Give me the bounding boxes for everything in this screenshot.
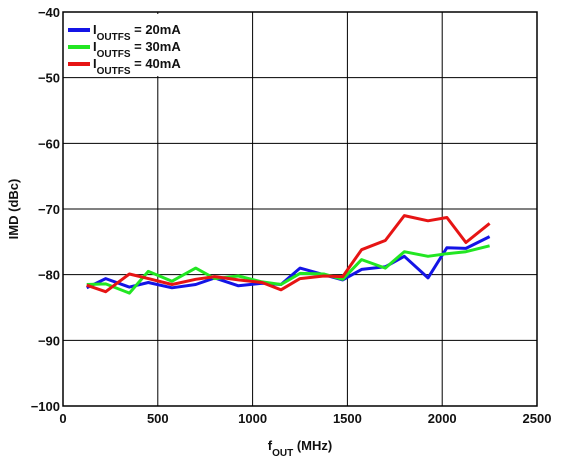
x-tick-label: 500 [147,411,169,426]
legend-label-2: IOUTFS = 30mA [93,39,181,60]
y-tick-label: −50 [38,71,60,86]
y-tick-label: −60 [38,136,60,151]
y-tick-labels: −100 −90 −80 −70 −60 −50 −40 [31,5,60,414]
x-axis-label-sub: OUT [272,448,293,459]
series-line-1 [86,235,491,290]
x-axis-label-rest: (MHz) [293,438,332,453]
x-tick-label: 2500 [523,411,552,426]
x-axis-label-main: f [268,438,273,453]
y-tick-label: −90 [38,333,60,348]
y-tick-label: −100 [31,399,60,414]
series-line-3 [86,214,491,294]
y-tick-label: −40 [38,5,60,20]
series-line-2 [86,244,490,295]
y-tick-label: −70 [38,202,60,217]
x-axis-label: fOUT (MHz) [268,438,332,459]
x-tick-label: 2000 [428,411,457,426]
plot-frame [62,11,538,407]
y-axis-label: IMD (dBc) [6,179,21,240]
y-tick-label: −80 [38,268,60,283]
legend-background [65,14,225,76]
x-tick-label: 1500 [333,411,362,426]
x-tick-labels: 0 500 1000 1500 2000 2500 [59,411,551,426]
x-tick-label: 0 [59,411,66,426]
legend-label-3: IOUTFS = 40mA [93,56,181,77]
x-tick-label: 1000 [238,411,267,426]
legend-label-1: IOUTFS = 20mA [93,22,181,43]
series-lines [86,214,491,295]
